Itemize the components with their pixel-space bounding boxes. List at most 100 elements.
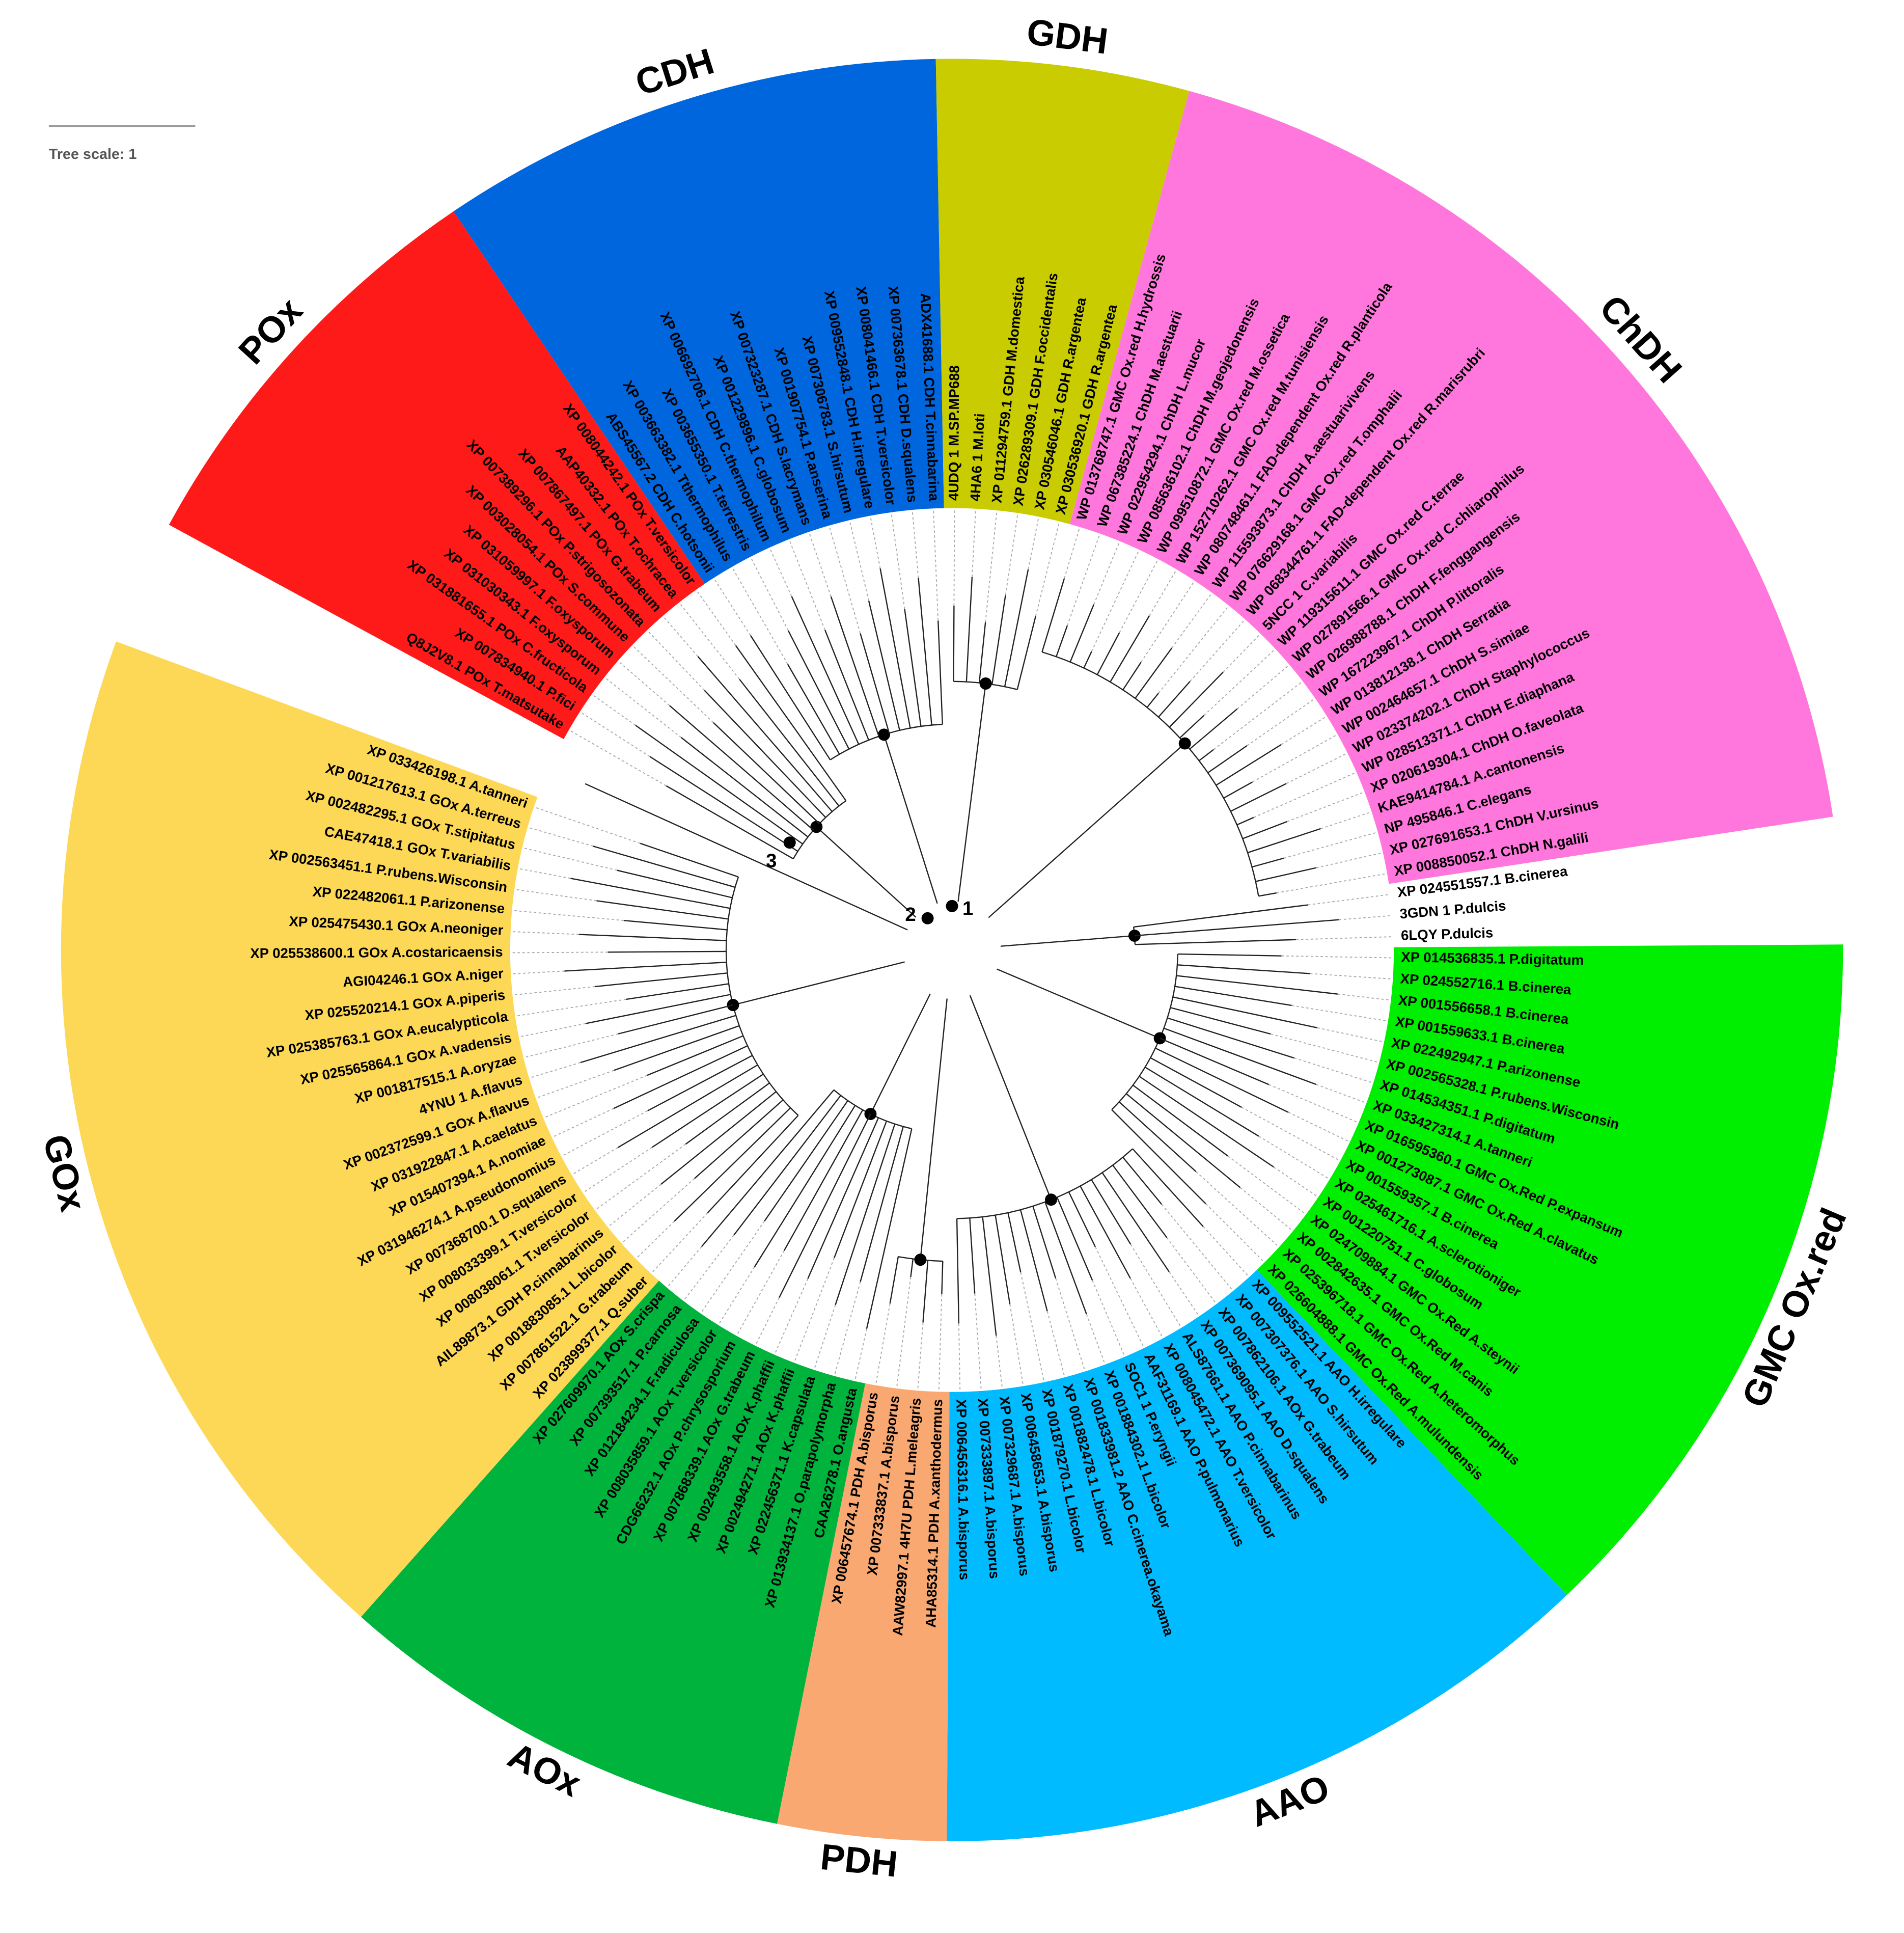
leaf-guide (1035, 523, 1060, 616)
leaf-branch (1044, 1202, 1087, 1315)
stem-branch (969, 995, 1052, 1200)
leaf-branch (783, 1109, 864, 1251)
leaf-branch (956, 1218, 960, 1324)
leaf-branch (1158, 681, 1191, 718)
leaf-guide (1093, 543, 1120, 605)
leaf-branch (1056, 625, 1068, 657)
leaf-branch (1139, 1076, 1275, 1168)
leaf-branch (1170, 1006, 1271, 1035)
leaf-branch (754, 1105, 856, 1268)
leaf-guide (530, 827, 594, 847)
leaf-branch (1118, 1101, 1197, 1173)
leaf-guide (526, 1033, 619, 1058)
leaf-branch (1133, 1084, 1228, 1157)
leaf-branch (608, 950, 727, 953)
leaf-guide (1086, 1314, 1105, 1363)
leaf-guide (1223, 635, 1259, 673)
leaf-branch (1134, 904, 1308, 928)
leaf-branch (860, 633, 890, 733)
leaf-branch (617, 1064, 758, 1148)
leaf-guide (1171, 594, 1211, 648)
leaf-branch (1150, 1057, 1242, 1108)
node-dot (914, 1254, 927, 1266)
leaf-branch (1134, 919, 1339, 937)
leaf-branch (764, 1100, 848, 1221)
leaf-guide (1287, 792, 1363, 822)
leaf-guide (789, 541, 825, 631)
leaf-guide (570, 730, 667, 786)
leaf-branch (1176, 975, 1338, 995)
leaf-branch (904, 609, 922, 727)
leaf-guide (596, 1144, 686, 1210)
leaf-branch (613, 1045, 748, 1109)
clade-wedge (361, 1281, 866, 1824)
leaf-branch (1110, 615, 1150, 683)
leaf-guide (1237, 666, 1288, 710)
leaf-guide (875, 1303, 891, 1383)
node-label: 1 (962, 897, 973, 919)
leaf-guide (545, 1075, 648, 1118)
leaf-branch (1080, 1185, 1131, 1279)
leaf-label: 6LQY P.dulcis (1401, 924, 1494, 943)
leaf-branch (1164, 1027, 1316, 1085)
leaf-guide (514, 910, 624, 921)
leaf-branch (1101, 1172, 1170, 1272)
stem-branch (883, 734, 938, 904)
leaf-branch (1019, 1209, 1048, 1312)
leaf-branch (1135, 647, 1173, 699)
leaf-guide (1169, 1271, 1199, 1315)
leaf-branch (1255, 867, 1317, 882)
leaf-guide (896, 1277, 912, 1386)
leaf-label: 4UDQ 1 M.SP.MP688 (946, 365, 962, 501)
leaf-branch (1177, 964, 1310, 974)
leaf-guide (563, 1110, 648, 1156)
leaf-branch (635, 724, 804, 845)
leaf-branch (1016, 616, 1037, 690)
leaf-guide (633, 646, 714, 723)
leaf-label: XP 014536835.1 P.digitatum (1401, 949, 1584, 968)
leaf-guide (1317, 1027, 1382, 1042)
leaf-guide (1161, 1204, 1232, 1290)
leaf-guide (517, 998, 626, 1017)
stem-branch (957, 683, 986, 902)
leaf-guide (933, 511, 939, 621)
leaf-branch (889, 1256, 899, 1304)
stem-branch (816, 826, 917, 918)
leaf-guide (1119, 561, 1157, 633)
leaf-guide (1009, 1304, 1024, 1384)
leaf-guide (1091, 552, 1139, 652)
leaf-branch (1174, 986, 1292, 1006)
leaf-guide (1268, 1084, 1357, 1123)
leaf-guide (1337, 993, 1389, 1001)
leaf-branch (866, 1128, 913, 1329)
leaf-guide (524, 848, 618, 871)
leaf-guide (1258, 1135, 1328, 1179)
stem-branch (733, 961, 905, 1006)
leaf-branch (578, 934, 727, 941)
leaf-guide (1281, 955, 1392, 959)
leaf-branch (669, 705, 814, 831)
leaf-guide (1310, 973, 1391, 979)
leaf-guide (531, 1062, 581, 1078)
leaf-branch (1179, 715, 1205, 739)
stem-branch (870, 993, 931, 1114)
leaf-guide (770, 549, 792, 597)
leaf-branch (879, 568, 911, 728)
leaf-branch (1144, 1067, 1259, 1137)
leaf-branch (1216, 744, 1282, 786)
leaf-guide (775, 1278, 809, 1353)
leaf-guide (1276, 873, 1385, 894)
root-nodes: 1 2 3 (766, 836, 973, 925)
leaf-branch (1004, 569, 1029, 687)
leaf-guide (1271, 1033, 1377, 1063)
leaf-guide (652, 1212, 708, 1272)
leaf-guide (536, 807, 641, 844)
leaf-guide (1316, 853, 1381, 868)
leaf-guide (809, 534, 832, 597)
leaf-branch (1135, 939, 1296, 945)
leaf-guide (1028, 519, 1039, 569)
leaf-branch (918, 578, 932, 725)
leaf-guide (619, 662, 670, 706)
leaf-guide (515, 986, 595, 996)
